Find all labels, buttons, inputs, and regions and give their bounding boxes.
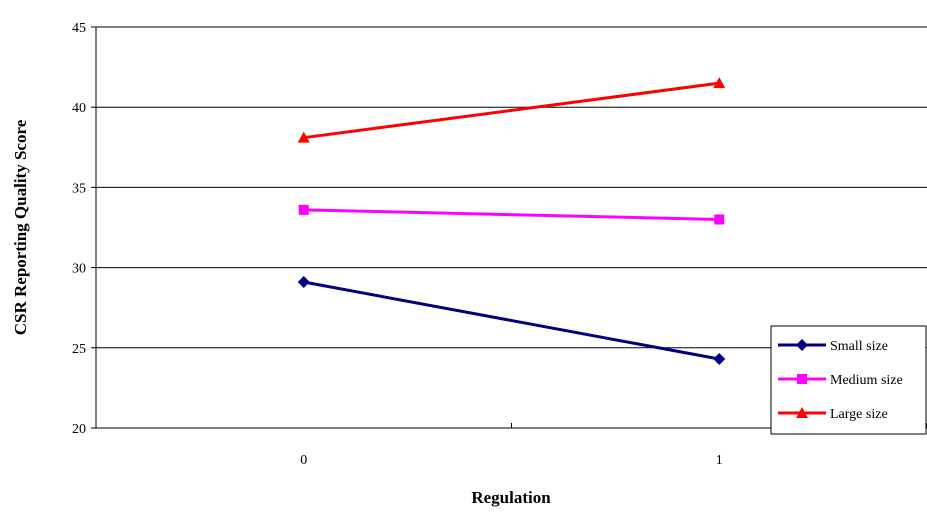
series-line xyxy=(303,81,720,140)
y-tick-label: 20 xyxy=(72,422,86,437)
y-tick-label: 45 xyxy=(72,21,86,36)
y-tick-labels: 20 25 30 35 40 45 xyxy=(72,21,86,437)
legend-label: Large size xyxy=(830,407,888,422)
marker-diamond xyxy=(713,353,726,366)
marker-square xyxy=(797,374,807,384)
y-axis-title: CSR Reporting Quality Score xyxy=(11,119,30,335)
legend-entry-small-size: Small size xyxy=(778,339,888,354)
marker-diamond xyxy=(796,339,808,351)
series-line xyxy=(303,208,720,221)
x-tick-labels: 0 1 xyxy=(300,453,723,468)
y-tick-label: 30 xyxy=(72,262,86,277)
series-small-size xyxy=(297,276,726,366)
series-large-size xyxy=(297,77,726,143)
legend-label: Medium size xyxy=(830,373,903,388)
legend-label: Small size xyxy=(830,339,888,354)
x-tick-label: 0 xyxy=(300,453,307,468)
marker-diamond xyxy=(297,276,310,289)
y-tick-label: 35 xyxy=(72,181,86,196)
marker-triangle xyxy=(297,131,310,143)
legend: Small size Medium size Large size xyxy=(770,325,927,435)
marker-triangle xyxy=(713,77,726,89)
grid-lines xyxy=(96,26,927,349)
series-layer xyxy=(297,77,726,366)
series-line xyxy=(303,280,720,361)
series-medium-size xyxy=(298,204,725,225)
y-tick-label: 40 xyxy=(72,101,86,116)
y-tick-label: 25 xyxy=(72,342,86,357)
legend-entry-large-size: Large size xyxy=(778,407,888,422)
marker-square xyxy=(714,214,725,225)
x-tick-label: 1 xyxy=(716,453,723,468)
marker-square xyxy=(298,204,309,215)
x-axis-title: Regulation xyxy=(471,488,551,507)
marker-triangle xyxy=(796,407,808,418)
legend-entry-medium-size: Medium size xyxy=(778,373,903,388)
